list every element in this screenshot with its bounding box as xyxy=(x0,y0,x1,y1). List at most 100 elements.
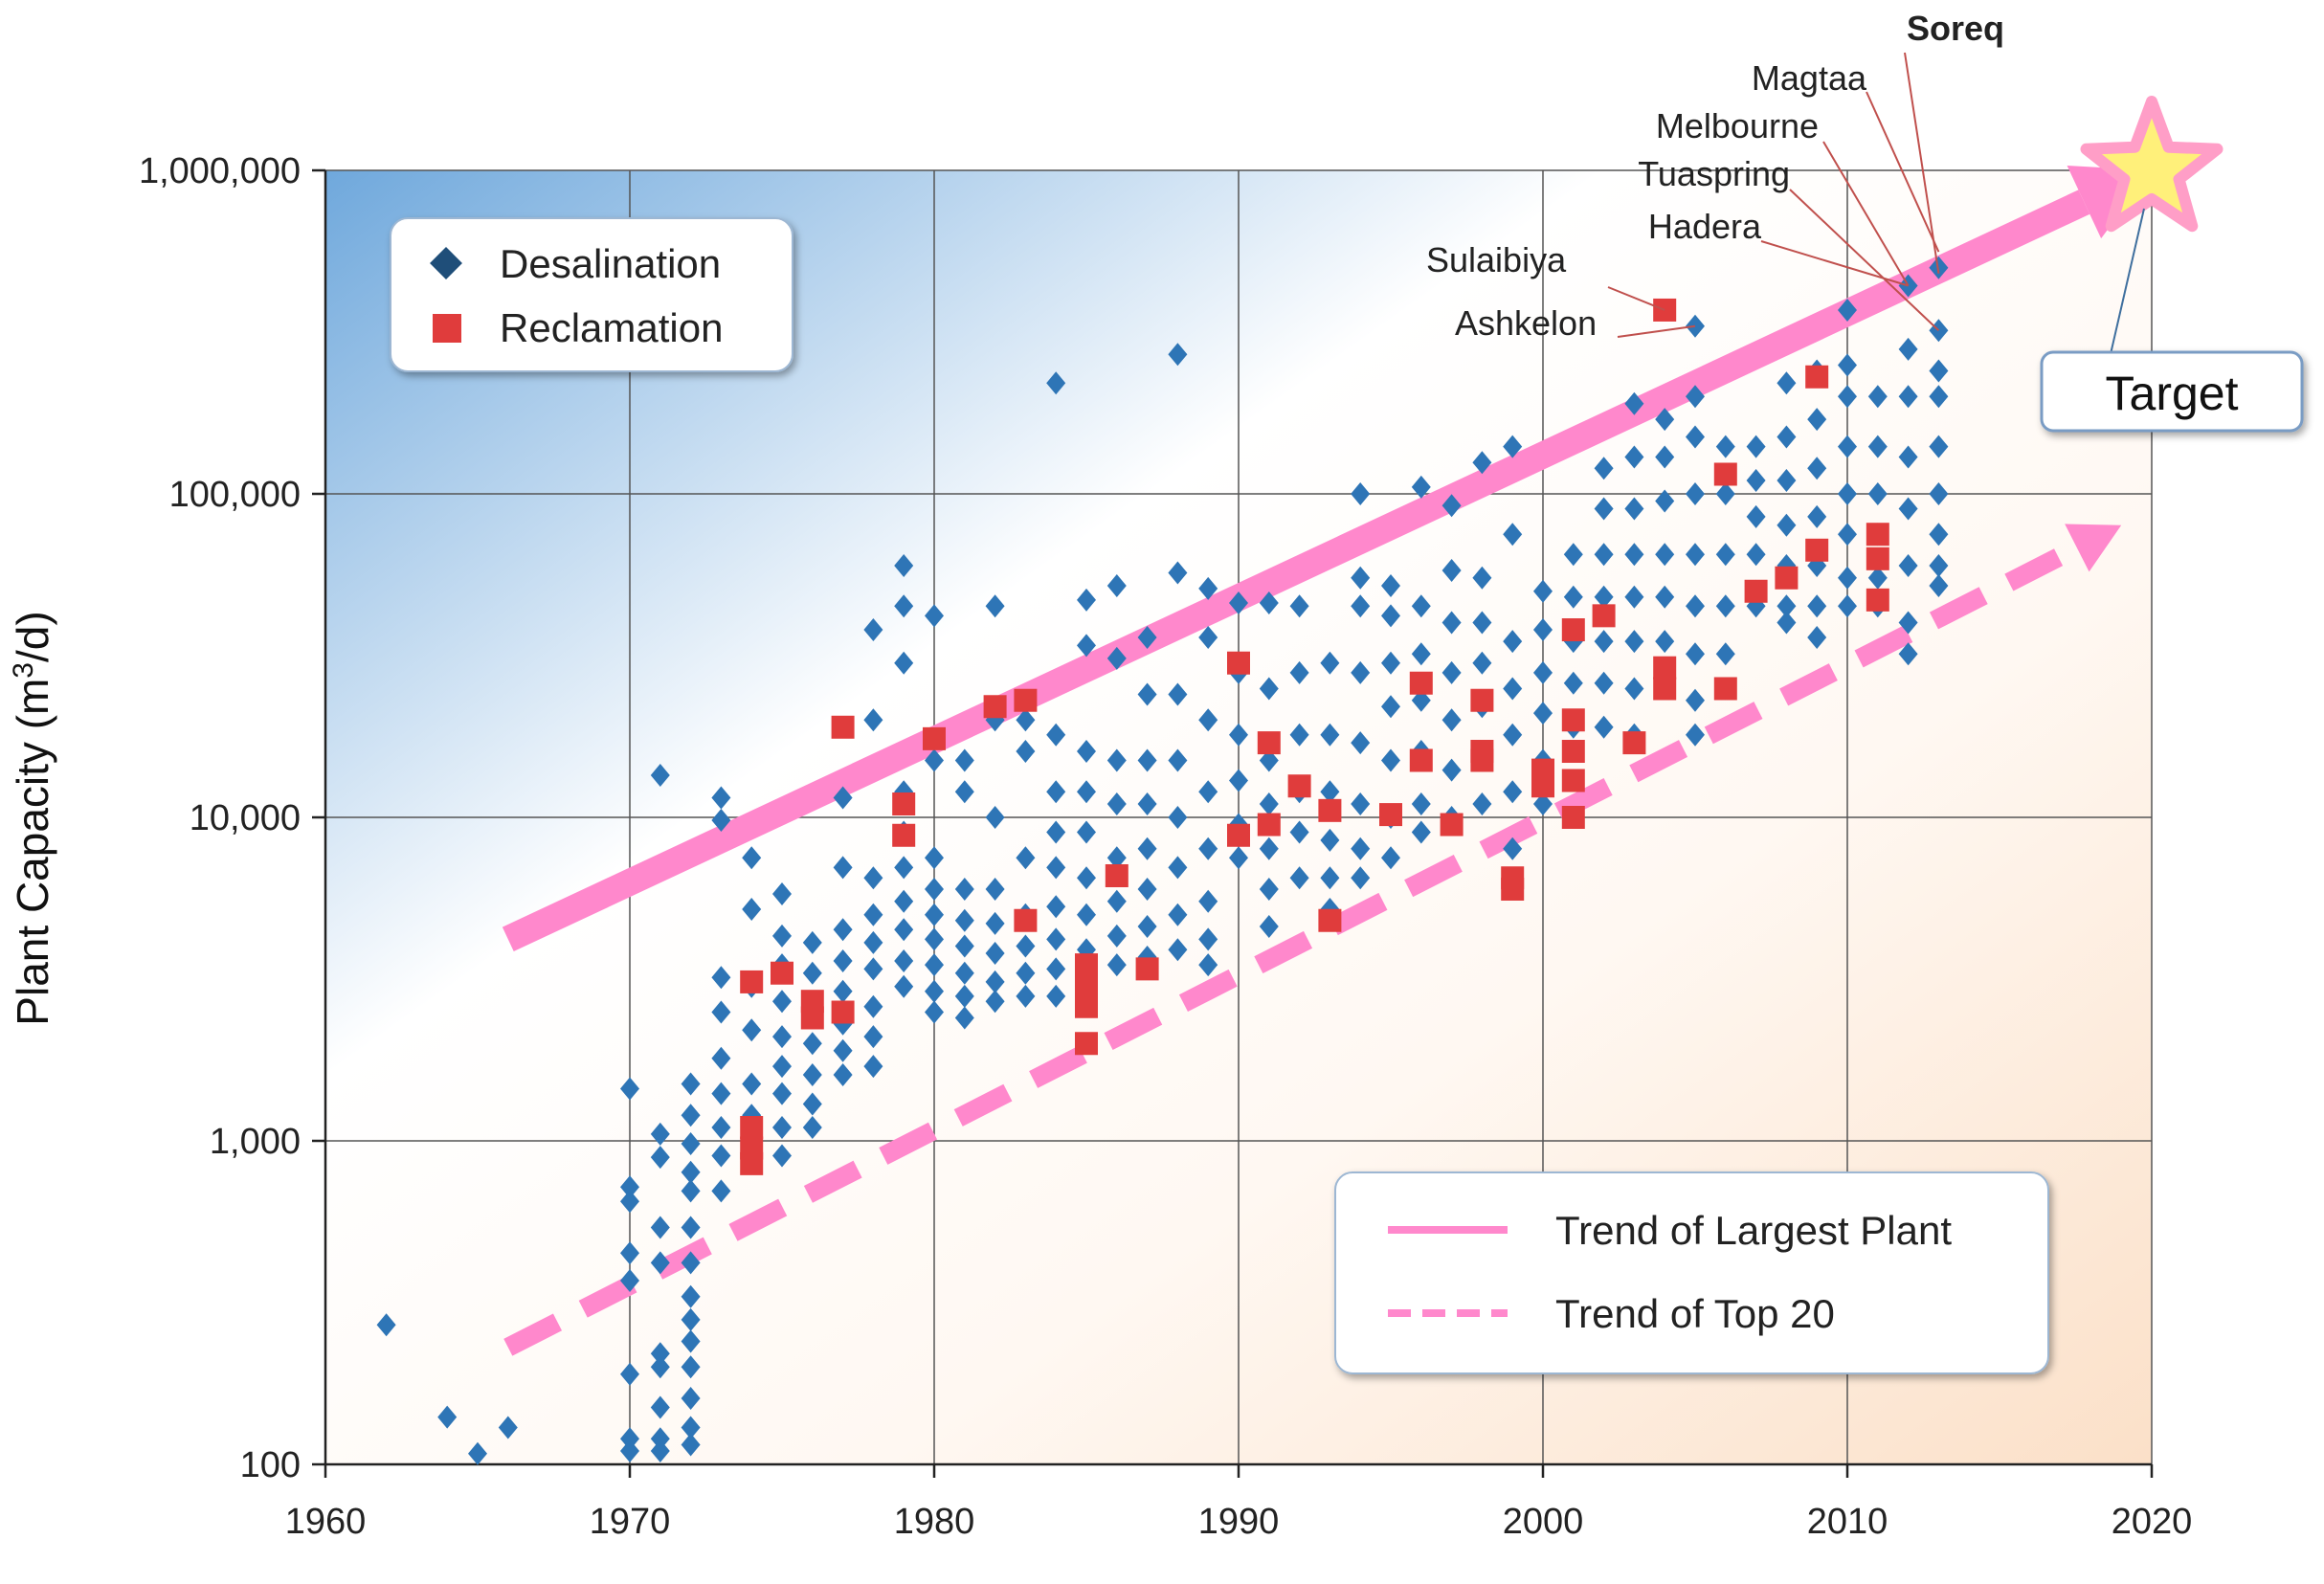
desalination-point xyxy=(1777,513,1797,537)
desalination-point xyxy=(1624,630,1644,654)
reclamation-point xyxy=(1440,813,1464,837)
desalination-point xyxy=(1898,642,1918,666)
trend-top20-line xyxy=(503,539,2082,1356)
annotation-label: Ashkelon xyxy=(1455,303,1597,343)
reclamation-point xyxy=(1075,953,1098,977)
annotation-label: Melbourne xyxy=(1656,106,1819,145)
desalination-point xyxy=(894,594,914,618)
desalination-point xyxy=(1594,671,1614,695)
annotation-leader xyxy=(1789,189,1940,331)
desalination-point xyxy=(954,877,974,901)
desalination-point xyxy=(681,1433,701,1457)
desalination-point xyxy=(1533,618,1553,642)
desalination-point xyxy=(1533,792,1553,816)
desalination-point xyxy=(1838,482,1857,505)
reclamation-point xyxy=(1866,588,1889,612)
reclamation-point xyxy=(831,715,855,739)
desalination-point xyxy=(1106,646,1127,670)
desalination-point xyxy=(1168,938,1188,962)
reclamation-point xyxy=(1257,813,1281,837)
desalination-point xyxy=(1686,594,1705,618)
desalination-point xyxy=(681,1216,701,1239)
desalination-point xyxy=(376,1313,396,1337)
desalination-point xyxy=(1320,651,1340,675)
x-tick-label: 1980 xyxy=(894,1502,975,1542)
y-tick-label: 1,000,000 xyxy=(139,151,301,191)
desalination-point xyxy=(711,808,731,832)
desalination-point xyxy=(1929,482,1949,505)
legend-largest-label: Trend of Largest Plant xyxy=(1555,1208,1952,1253)
desalination-point xyxy=(1077,588,1096,612)
desalination-point xyxy=(1563,671,1583,695)
desalination-point xyxy=(1563,585,1583,609)
desalination-point xyxy=(1106,889,1127,913)
desalination-point xyxy=(1351,792,1371,816)
desalination-point xyxy=(1168,682,1188,706)
desalination-point xyxy=(1351,482,1371,505)
desalination-point xyxy=(802,1092,822,1116)
desalination-point xyxy=(863,618,883,642)
desalination-point xyxy=(1838,435,1857,458)
desalination-point xyxy=(1198,953,1218,977)
reclamation-point xyxy=(1287,774,1311,798)
annotation-leader xyxy=(1760,240,1909,287)
desalination-point xyxy=(1106,953,1127,977)
desalination-point xyxy=(620,1077,639,1101)
desalination-point xyxy=(833,1038,853,1062)
desalination-point xyxy=(1198,780,1218,804)
desalination-point xyxy=(1289,820,1309,844)
desalination-point xyxy=(894,974,914,998)
desalination-point xyxy=(985,594,1005,618)
desalination-point xyxy=(1411,642,1431,666)
desalination-point xyxy=(1259,677,1279,701)
desalination-point xyxy=(1929,435,1949,458)
y-axis-label-sup: 3 xyxy=(8,662,39,679)
trend-legend-box xyxy=(1334,1171,2049,1374)
reclamation-point xyxy=(1135,957,1159,981)
desalination-point xyxy=(833,786,853,810)
desalination-point xyxy=(1168,561,1188,585)
reclamation-point xyxy=(1075,994,1098,1018)
desalination-point xyxy=(1838,385,1857,409)
desalination-point xyxy=(1259,591,1279,614)
reclamation-point xyxy=(1622,731,1646,755)
reclamation-point xyxy=(1744,579,1768,603)
desalination-point xyxy=(833,1063,853,1087)
desalination-point xyxy=(1137,748,1157,772)
reclamation-point xyxy=(1105,863,1128,887)
desalination-point xyxy=(1168,856,1188,880)
desalination-point xyxy=(1624,391,1644,415)
desalination-point xyxy=(1259,914,1279,938)
desalination-point xyxy=(1046,895,1066,919)
y-tick-label: 1,000 xyxy=(210,1122,301,1162)
desalination-point xyxy=(1655,543,1675,567)
desalination-point xyxy=(925,953,944,977)
x-tick-label: 1970 xyxy=(590,1502,671,1542)
desalination-point xyxy=(1441,758,1462,782)
desalination-point xyxy=(650,1427,670,1451)
x-tick-label: 1990 xyxy=(1198,1502,1280,1542)
reclamation-point xyxy=(1866,523,1889,547)
desalination-point xyxy=(1898,385,1918,409)
desalination-point xyxy=(925,604,944,628)
desalination-point xyxy=(1594,543,1614,567)
reclamation-point xyxy=(740,1151,764,1175)
reclamation-point xyxy=(800,1006,824,1030)
reclamation-point xyxy=(1561,708,1585,732)
desalination-point xyxy=(681,1387,701,1411)
reclamation-point xyxy=(1653,677,1677,701)
desalination-point xyxy=(681,1307,701,1331)
desalination-point xyxy=(1777,469,1797,493)
desalination-point xyxy=(772,1116,792,1140)
desalination-point xyxy=(650,1251,670,1275)
desalination-point xyxy=(711,786,731,810)
annotation-labels: Soreq Magtaa Melbourne Tuaspring Hadera Sulai… xyxy=(1426,9,2004,343)
desalination-point xyxy=(1441,558,1462,582)
desalination-point xyxy=(1198,837,1218,860)
reclamation-point xyxy=(740,970,764,993)
desalination-point xyxy=(1715,482,1735,505)
desalination-point xyxy=(1807,625,1827,649)
desalination-point xyxy=(1929,573,1949,597)
desalination-point xyxy=(1838,353,1857,377)
desalination-point xyxy=(1838,566,1857,590)
